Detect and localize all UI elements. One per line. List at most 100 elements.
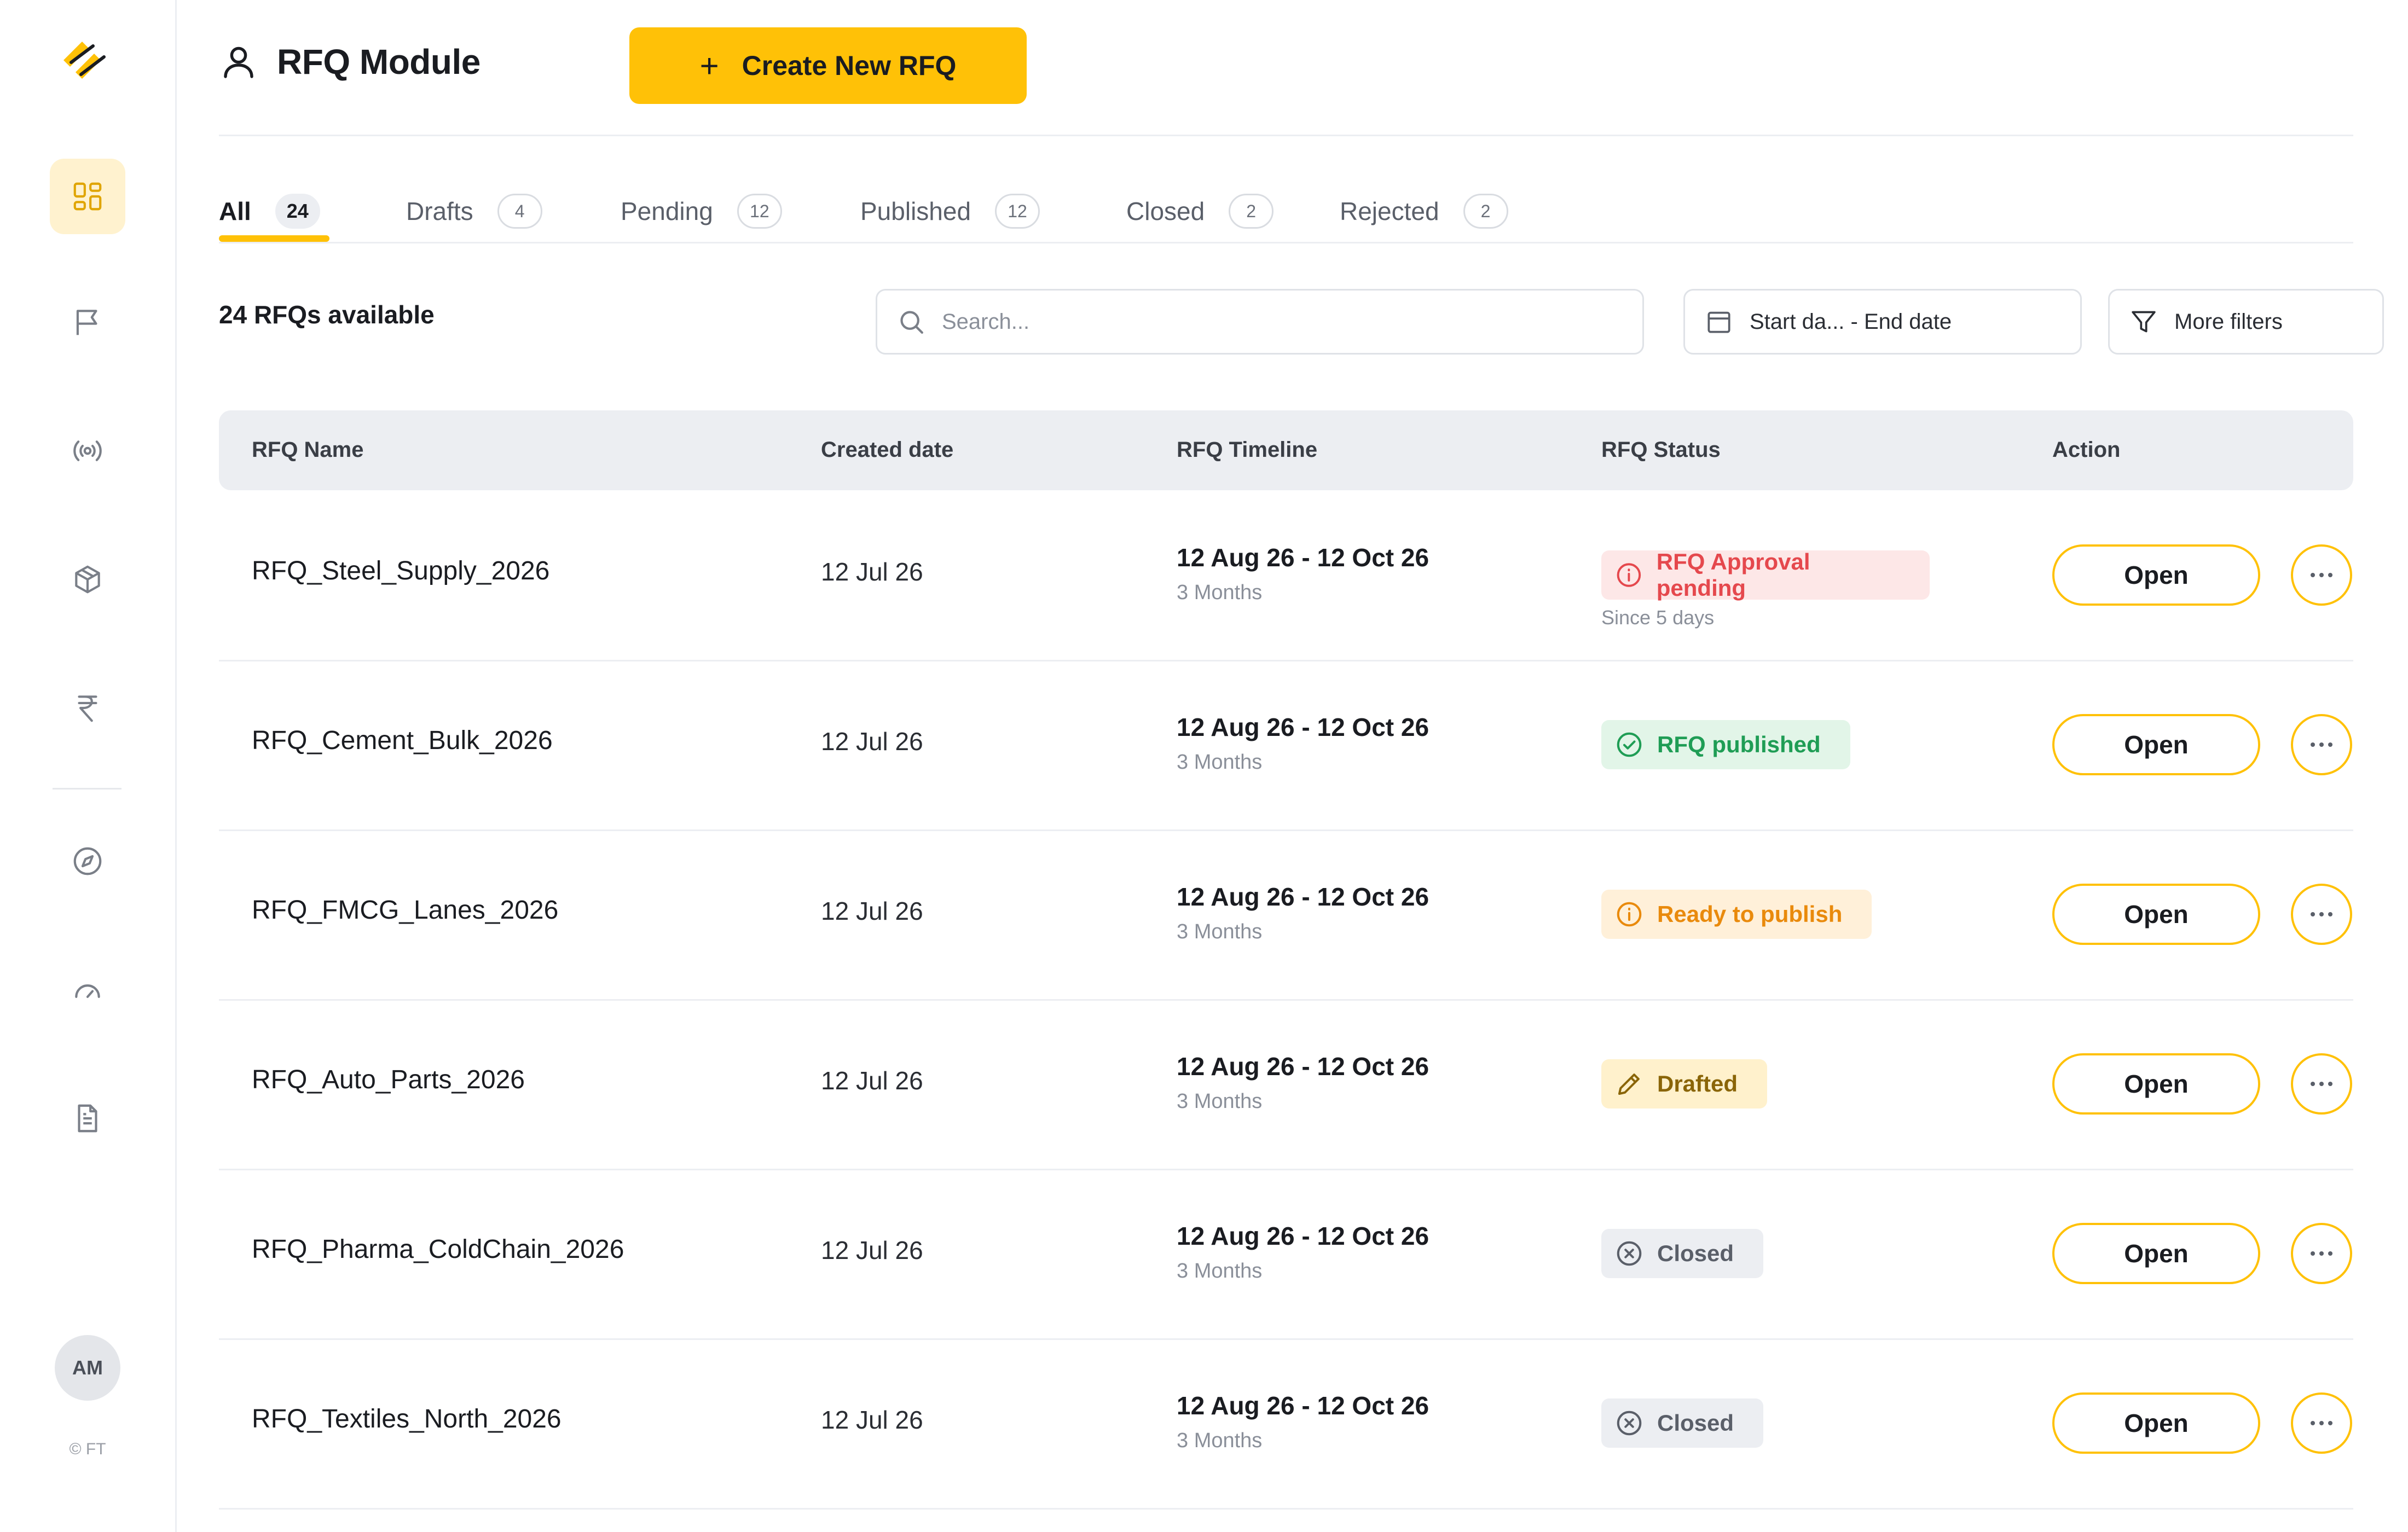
x-circle-icon (1617, 1241, 1642, 1266)
broadcast-icon (73, 440, 102, 461)
nav-item-documents[interactable] (50, 1081, 125, 1156)
open-button[interactable]: Open (2052, 1223, 2260, 1284)
timeline-duration: 3 Months (1177, 1260, 1263, 1283)
timeline-duration: 3 Months (1177, 751, 1263, 774)
nav-item-dashboard[interactable] (50, 159, 125, 234)
rfq-status: Closed (1601, 1398, 1764, 1448)
nav-item-explore[interactable] (50, 823, 125, 899)
table-header: RFQ Name Created date RFQ Timeline RFQ S… (219, 410, 2353, 490)
column-header-created-date[interactable]: Created date (821, 438, 954, 462)
rfq-count-text: 24 RFQs available (219, 300, 435, 329)
page-title-group: RFQ Module (219, 42, 481, 82)
more-actions-button[interactable] (2291, 1392, 2352, 1454)
rfq-timeline: 12 Aug 26 - 12 Oct 26 3 Months (1177, 882, 1429, 944)
created-date: 12 Jul 26 (821, 727, 923, 756)
timeline-duration: 3 Months (1177, 1090, 1263, 1113)
table-row[interactable]: RFQ_Auto_Parts_2026 12 Jul 26 12 Aug 26 … (219, 999, 2353, 1170)
tab-label: Published (860, 197, 971, 225)
tab-label: Drafts (406, 197, 473, 225)
status-label: Closed (1657, 1410, 1734, 1436)
more-actions-button[interactable] (2291, 1053, 2352, 1115)
column-header-rfq-status[interactable]: RFQ Status (1601, 438, 1721, 462)
timeline-range: 12 Aug 26 - 12 Oct 26 (1177, 1052, 1429, 1081)
more-actions-button[interactable] (2291, 884, 2352, 945)
more-horizontal-icon (2311, 573, 2332, 577)
status-label: RFQ published (1657, 732, 1821, 757)
date-range-picker[interactable]: Start da... - End date (1683, 289, 2082, 355)
open-button[interactable]: Open (2052, 544, 2260, 606)
more-actions-button[interactable] (2291, 1223, 2352, 1284)
pencil-icon (1618, 1073, 1640, 1095)
rupee-icon (78, 695, 97, 722)
rfq-name: RFQ_Cement_Bulk_2026 (252, 726, 553, 755)
timeline-range: 12 Aug 26 - 12 Oct 26 (1177, 543, 1429, 572)
column-header-rfq-name[interactable]: RFQ Name (252, 438, 364, 462)
tab-all[interactable]: All 24 (219, 189, 320, 233)
table-row[interactable]: RFQ_Textiles_North_2026 12 Jul 26 12 Aug… (219, 1338, 2353, 1510)
sidebar-divider (53, 788, 121, 790)
rfq-timeline: 12 Aug 26 - 12 Oct 26 3 Months (1177, 712, 1429, 774)
rfq-name: RFQ_FMCG_Lanes_2026 (252, 896, 559, 925)
page-header: RFQ Module + Create New RFQ (219, 0, 2353, 136)
tab-count-badge: 12 (995, 194, 1040, 229)
timeline-duration: 3 Months (1177, 1429, 1263, 1452)
status-since: Since 5 days (1601, 606, 1715, 629)
tab-pending[interactable]: Pending 12 (621, 189, 782, 233)
status-badge: RFQ Approval pending (1601, 549, 1930, 601)
dashboard-grid-icon (73, 182, 102, 211)
tab-rejected[interactable]: Rejected 2 (1340, 189, 1508, 233)
rfq-name: RFQ_Pharma_ColdChain_2026 (252, 1235, 624, 1264)
open-button[interactable]: Open (2052, 714, 2260, 775)
table-row[interactable]: RFQ_Steel_Supply_2026 12 Jul 26 12 Aug 2… (219, 490, 2353, 661)
timeline-range: 12 Aug 26 - 12 Oct 26 (1177, 1222, 1429, 1250)
info-icon (1617, 563, 1641, 587)
table-row[interactable]: RFQ_FMCG_Lanes_2026 12 Jul 26 12 Aug 26 … (219, 829, 2353, 1001)
table-row[interactable]: RFQ_Pharma_ColdChain_2026 12 Jul 26 12 A… (219, 1169, 2353, 1340)
timeline-duration: 3 Months (1177, 581, 1263, 604)
created-date: 12 Jul 26 (821, 1236, 923, 1264)
created-date: 12 Jul 26 (821, 1406, 923, 1434)
calendar-icon (1707, 311, 1730, 333)
nav-item-broadcast[interactable] (50, 413, 125, 489)
open-button[interactable]: Open (2052, 1392, 2260, 1454)
tab-closed[interactable]: Closed 2 (1126, 189, 1274, 233)
more-actions-button[interactable] (2291, 714, 2352, 775)
nav-item-flag[interactable] (50, 285, 125, 360)
nav-item-packages[interactable] (50, 542, 125, 617)
tab-count-badge: 4 (497, 194, 542, 229)
search-input[interactable]: Search... (876, 289, 1644, 355)
nav-item-performance[interactable] (50, 952, 125, 1028)
rfq-timeline: 12 Aug 26 - 12 Oct 26 3 Months (1177, 1052, 1429, 1113)
search-placeholder: Search... (942, 309, 1030, 334)
table-row[interactable]: RFQ_Cement_Bulk_2026 12 Jul 26 12 Aug 26… (219, 660, 2353, 831)
tab-label: All (219, 197, 251, 225)
package-box-icon (75, 565, 100, 594)
timeline-range: 12 Aug 26 - 12 Oct 26 (1177, 1391, 1429, 1420)
more-horizontal-icon (2311, 1251, 2332, 1256)
more-actions-button[interactable] (2291, 544, 2352, 606)
user-avatar[interactable]: AM (55, 1335, 120, 1401)
tab-drafts[interactable]: Drafts 4 (406, 189, 542, 233)
rfq-status: RFQ published (1601, 720, 1850, 769)
rfq-status: Drafted (1601, 1059, 1768, 1109)
copyright-text: © FT (69, 1440, 106, 1458)
open-button[interactable]: Open (2052, 884, 2260, 945)
app-logo[interactable] (60, 38, 111, 82)
more-horizontal-icon (2311, 912, 2332, 916)
plus-icon: + (699, 47, 719, 84)
open-button[interactable]: Open (2052, 1053, 2260, 1115)
created-date: 12 Jul 26 (821, 1066, 923, 1095)
tab-published[interactable]: Published 12 (860, 189, 1040, 233)
compass-icon (73, 847, 102, 875)
rfq-status: RFQ Approval pending Since 5 days (1601, 549, 1930, 629)
page-title: RFQ Module (277, 42, 481, 82)
nav-item-payments[interactable] (50, 670, 125, 746)
create-new-rfq-button[interactable]: + Create New RFQ (629, 27, 1027, 104)
status-badge: Drafted (1601, 1059, 1768, 1109)
more-filters-button[interactable]: More filters (2108, 289, 2384, 355)
more-filters-label: More filters (2174, 309, 2283, 334)
column-header-rfq-timeline[interactable]: RFQ Timeline (1177, 438, 1318, 462)
timeline-range: 12 Aug 26 - 12 Oct 26 (1177, 883, 1429, 911)
x-circle-icon (1617, 1411, 1642, 1436)
created-date: 12 Jul 26 (821, 558, 923, 586)
